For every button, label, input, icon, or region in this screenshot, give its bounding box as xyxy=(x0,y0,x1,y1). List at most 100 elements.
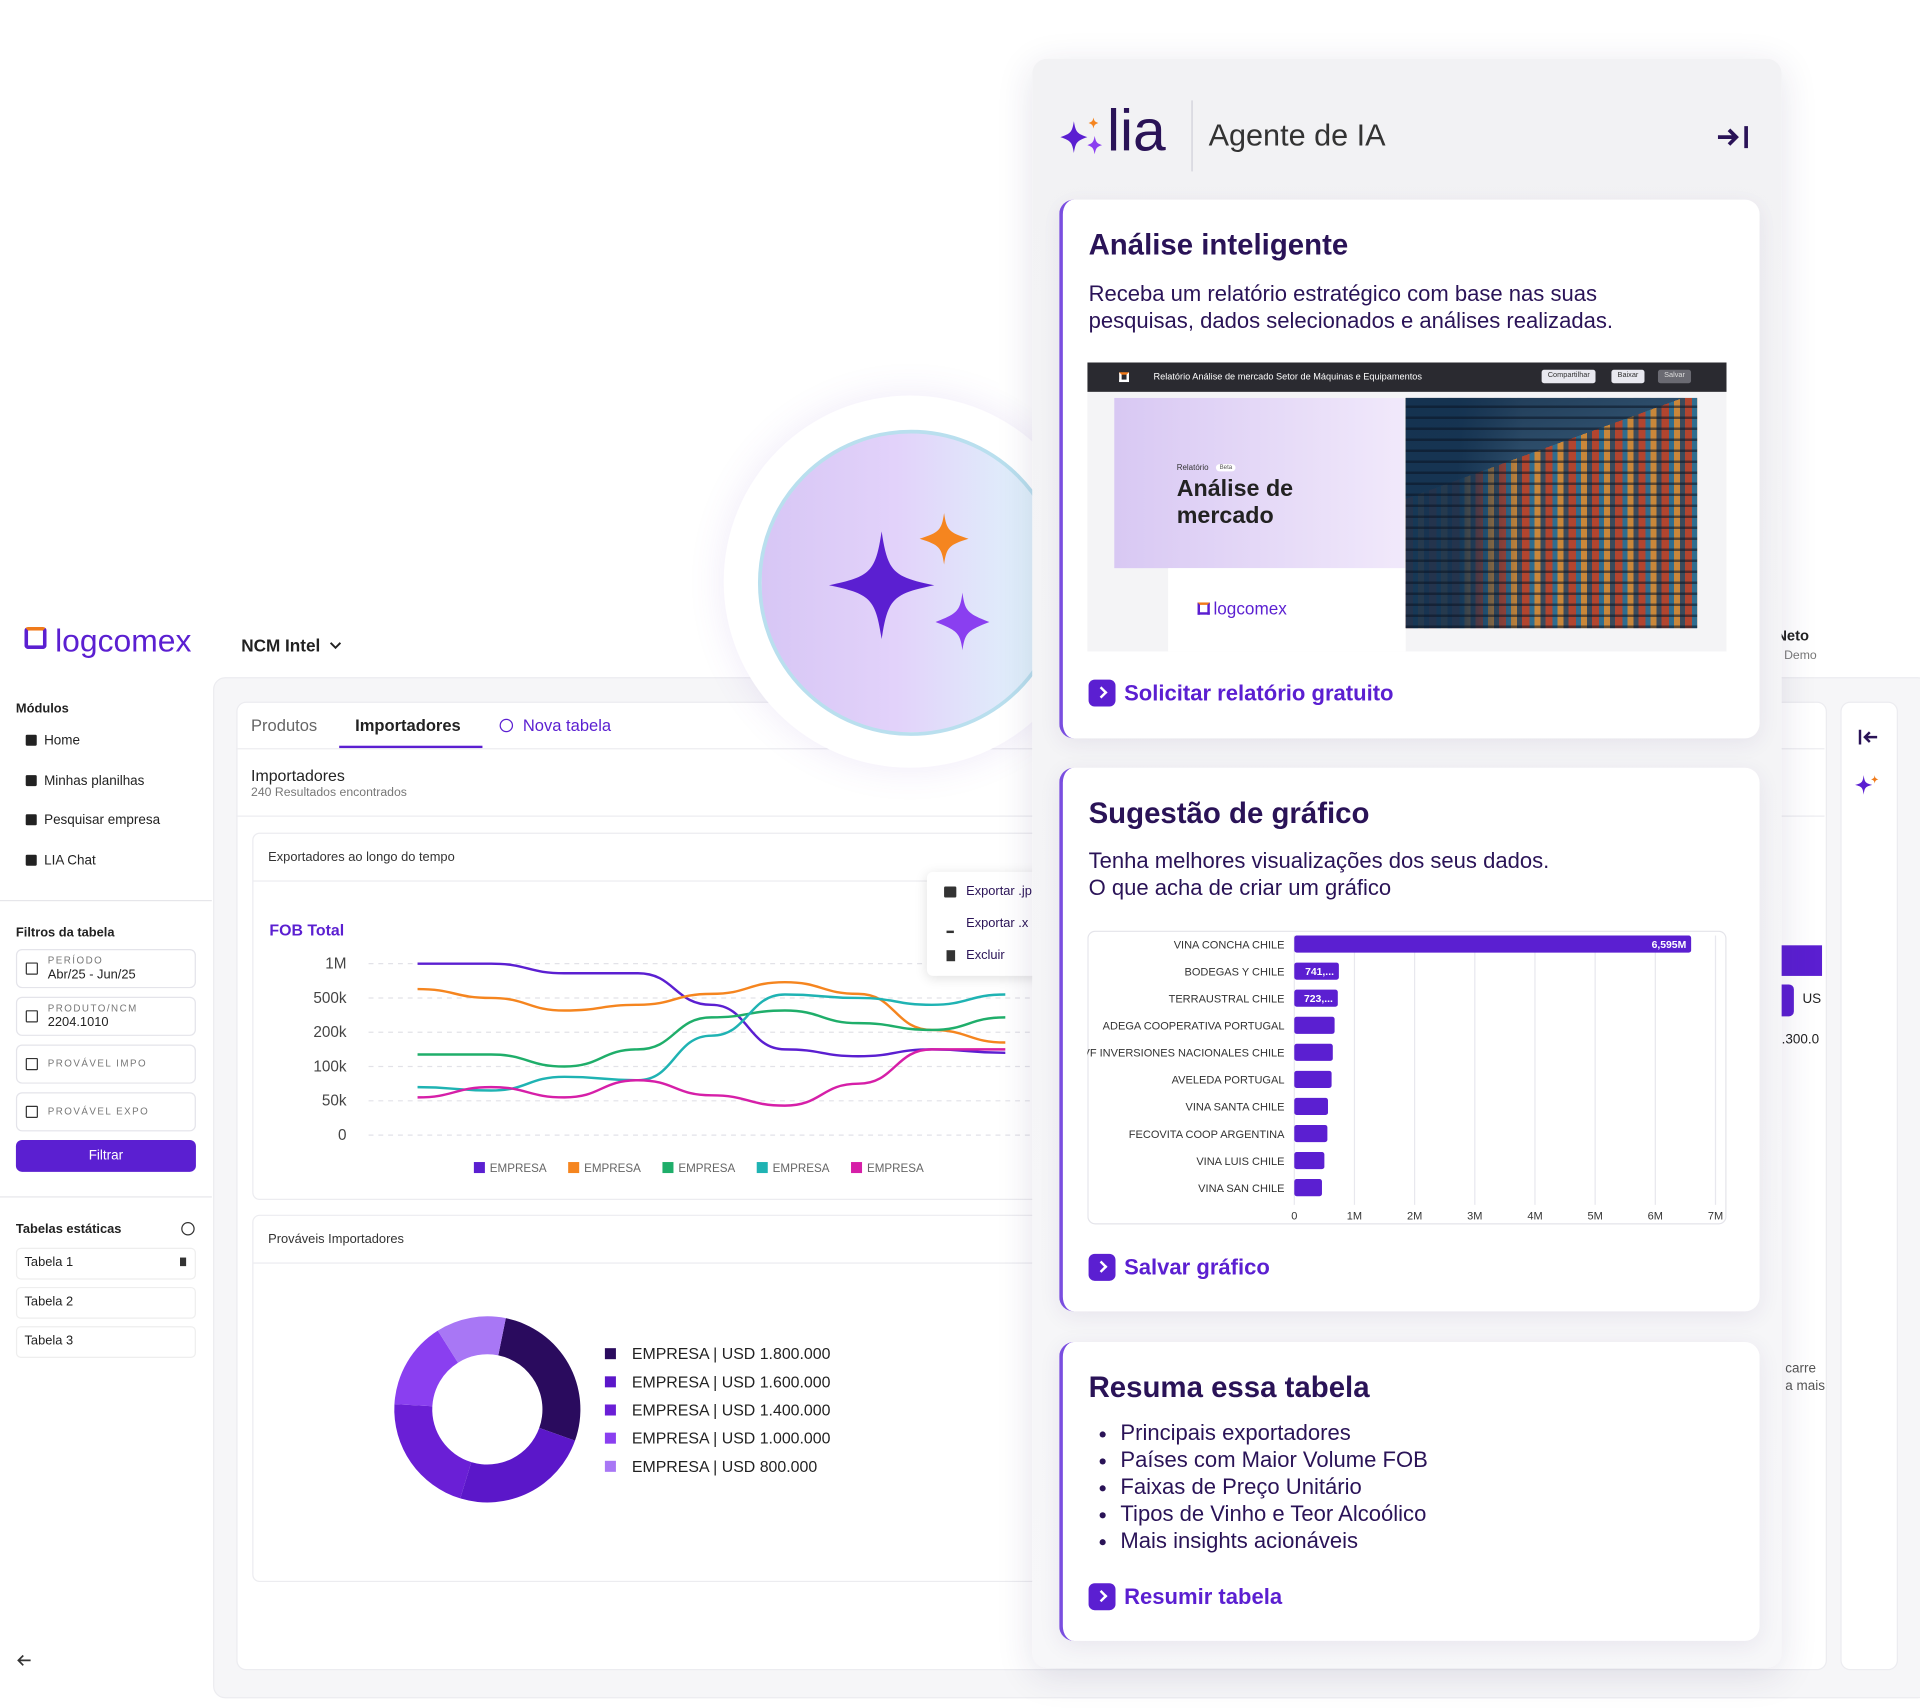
legend-label: EMPRESA | USD 1.000.000 xyxy=(632,1431,831,1448)
donut-box: Prováveis Importadores EMPRESA | USD 1.8… xyxy=(252,1214,1063,1583)
close-panel-icon[interactable] xyxy=(1716,124,1750,151)
text-fragment: US xyxy=(1802,991,1822,1007)
category-label: FECOVITA COOP ARGENTINA xyxy=(1129,1129,1285,1141)
info-icon[interactable] xyxy=(181,1222,195,1236)
category-label: VINA CONCHA CHILE xyxy=(1174,939,1285,951)
preview-tag: Relatório xyxy=(1176,464,1209,473)
download-icon xyxy=(946,918,954,934)
card-action[interactable]: Solicitar relatório gratuito xyxy=(1088,679,1394,707)
legend-swatch xyxy=(604,1376,616,1388)
preview-logo xyxy=(1119,372,1129,383)
menu-item[interactable]: Excluir xyxy=(966,947,1005,963)
y-tick-label: 200k xyxy=(313,1024,347,1041)
value-label: 741,... xyxy=(1305,967,1334,978)
lia-icon[interactable] xyxy=(1854,773,1881,797)
donut-chart: EMPRESA | USD 1.800.000 EMPRESA | USD 1.6… xyxy=(394,1316,831,1503)
bar xyxy=(1294,1070,1332,1088)
divider xyxy=(236,815,1825,817)
donut-slice xyxy=(394,1330,459,1407)
module-selector[interactable]: NCM Intel xyxy=(241,635,321,656)
bar xyxy=(1294,1016,1335,1034)
table-row[interactable]: Tabela 3 xyxy=(15,1326,196,1358)
preview-button: Baixar xyxy=(1611,369,1645,384)
image-icon xyxy=(944,886,957,898)
filter-value: Abr/25 - Jun/25 xyxy=(47,967,136,983)
bullet: Mais insights acionáveis xyxy=(1120,1527,1427,1554)
value-label: 723,... xyxy=(1304,994,1333,1005)
back-icon[interactable] xyxy=(16,1653,33,1668)
legend-label: EMPRESA | USD 1.800.000 xyxy=(632,1346,831,1363)
filter-label: PROVÁVEL EXPO xyxy=(47,1105,150,1117)
card-action[interactable]: Salvar gráfico xyxy=(1088,1253,1270,1281)
filter-field[interactable] xyxy=(15,948,196,989)
category-label: VINA SANTA CHILE xyxy=(1186,1102,1285,1114)
text-fragment: a mais xyxy=(1785,1378,1825,1394)
preview-photo-overlay xyxy=(1405,397,1698,629)
tab-active[interactable]: Importadores xyxy=(355,716,461,735)
legend-label: EMPRESA | USD 1.600.000 xyxy=(632,1374,831,1391)
x-tick-label: 7M xyxy=(1708,1211,1723,1223)
line-series xyxy=(417,980,1006,1044)
x-tick-label: 0 xyxy=(1291,1211,1297,1223)
x-tick-label: 4M xyxy=(1527,1211,1542,1223)
menu-item[interactable]: Exportar .jp xyxy=(966,884,1032,899)
divider xyxy=(0,900,212,902)
x-tick-label: 1M xyxy=(1347,1211,1362,1223)
card: Resuma essa tabela Principais exportador… xyxy=(1059,1342,1760,1641)
filter-label: PERÍODO xyxy=(47,955,104,967)
filter-field[interactable] xyxy=(15,1044,196,1084)
chart-title: Prováveis Importadores xyxy=(268,1231,404,1247)
line-series xyxy=(417,1048,1006,1107)
donut-slice xyxy=(394,1404,472,1499)
divider xyxy=(1191,100,1193,172)
table-title: Importadores xyxy=(251,766,345,785)
legend-label: EMPRESA xyxy=(584,1162,641,1175)
preview-title: Relatório Análise de mercado Setor de Má… xyxy=(1153,371,1423,383)
card-text: Receba um relatório estratégico com base… xyxy=(1088,281,1598,307)
legend-label: EMPRESA xyxy=(678,1162,735,1175)
filter-icon xyxy=(25,1105,38,1118)
tab-underline xyxy=(339,745,483,749)
filter-field[interactable] xyxy=(15,996,196,1036)
text-fragment: .300.0 xyxy=(1781,1032,1820,1047)
table-row[interactable]: Tabela 2 xyxy=(15,1286,196,1319)
tab[interactable]: Produtos xyxy=(251,716,318,735)
divider xyxy=(0,1196,212,1198)
y-tick-label: 100k xyxy=(313,1058,347,1075)
module-link[interactable]: Minhas planilhas xyxy=(44,773,145,788)
action-icon xyxy=(1088,679,1116,707)
card-text: O que acha de criar um gráfico xyxy=(1088,875,1392,901)
x-tick-label: 6M xyxy=(1648,1211,1663,1223)
table-name: Tabela 2 xyxy=(24,1294,74,1309)
filter-button[interactable]: Filtrar xyxy=(15,1140,196,1172)
tables-title: Tabelas estáticas xyxy=(15,1222,122,1237)
bar xyxy=(1294,962,1339,980)
card: Sugestão de gráfico Tenha melhores visua… xyxy=(1059,767,1760,1312)
legend-label: EMPRESA xyxy=(773,1162,830,1175)
bar xyxy=(1294,1097,1328,1116)
y-tick-label: 0 xyxy=(338,1127,347,1144)
filter-icon xyxy=(25,962,38,975)
filter-field[interactable] xyxy=(15,1092,196,1132)
module-link[interactable]: Home xyxy=(44,733,81,749)
module-link[interactable]: LIA Chat xyxy=(44,852,96,868)
legend-swatch xyxy=(851,1162,863,1174)
bar-chart: 0 1M 2M 3M 4M 5M 6M 7M VINA CONCHA CHILE 6,595M BO… xyxy=(1087,930,1727,1225)
bullet: Faixas de Preço Unitário xyxy=(1120,1473,1427,1500)
y-tick-label: 50k xyxy=(322,1093,347,1110)
menu-item[interactable]: Exportar .x xyxy=(966,915,1029,931)
preview-hero xyxy=(1114,397,1405,569)
results-count: 240 Resultados encontrados xyxy=(251,786,407,800)
action-icon xyxy=(1088,1253,1116,1281)
value-label: 6,595M xyxy=(1652,940,1687,951)
right-rail xyxy=(1840,701,1898,1671)
new-tab[interactable]: Nova tabela xyxy=(522,716,612,735)
preview-badge: Beta xyxy=(1215,464,1236,472)
card-action[interactable]: Resumir tabela xyxy=(1088,1583,1282,1611)
card-title: Sugestão de gráfico xyxy=(1088,797,1370,831)
table-row[interactable]: Tabela 1 xyxy=(15,1247,196,1280)
module-link[interactable]: Pesquisar empresa xyxy=(44,813,161,828)
bullet-list: Principais exportadoresPaíses com Maior … xyxy=(1089,1419,1427,1554)
collapse-icon[interactable] xyxy=(1858,729,1880,746)
legend-label: EMPRESA | USD 800.000 xyxy=(632,1459,818,1476)
